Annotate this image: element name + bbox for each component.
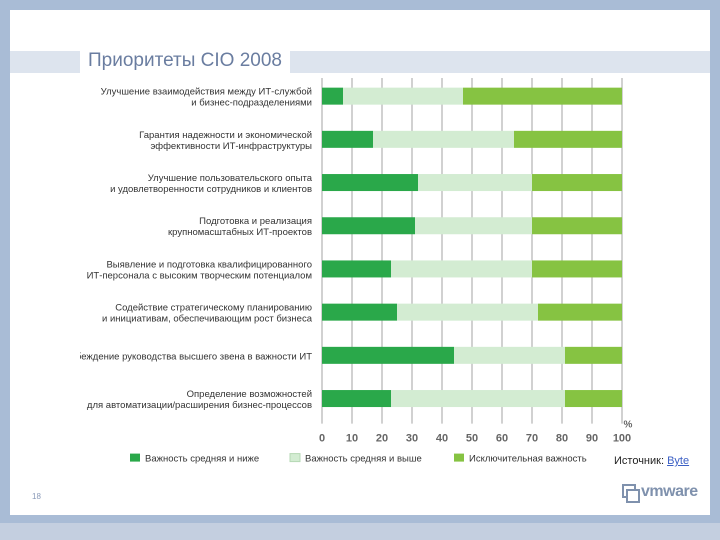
bottom-bar [0,523,720,540]
category-label: Определение возможностей [187,389,312,400]
category-label: Улучшение взаимодействия между ИТ-службо… [101,87,312,98]
bar [343,87,463,105]
grid-layer [321,78,623,424]
bar [397,303,538,321]
bar [322,260,391,278]
bar [565,346,622,364]
x-tick-label: 70 [526,433,538,445]
x-tick-label: 50 [466,433,478,445]
bar [391,390,565,408]
x-tick-label: 60 [496,433,508,445]
bar [532,217,622,235]
source-link[interactable]: Byte [667,455,690,467]
bar [322,130,373,148]
bar [463,87,622,105]
bar [322,174,418,192]
bar [322,87,343,105]
legend-swatch [130,453,140,462]
category-label: и бизнес-подразделениями [191,98,312,109]
bar [322,303,397,321]
bar-layer [322,87,622,408]
bar [322,346,454,364]
category-label: для автоматизации/расширения бизнес-проц… [87,400,312,411]
category-label: крупномасштабных ИТ-проектов [168,227,312,238]
legend-label: Важность средняя и выше [305,454,422,465]
x-tick-label: 100 [613,433,631,445]
logo-square-front [626,489,640,503]
logo-wordmark: vmware [641,483,698,500]
bar [532,174,622,192]
x-tick-label: 0 [319,433,325,445]
bar [538,303,622,321]
category-label: Убеждение руководства высшего звена в ва… [80,351,312,362]
category-label: Выявление и подготовка квалифицированног… [106,259,312,270]
legend-label: Важность средняя и ниже [145,454,259,465]
bar [373,130,514,148]
category-label: Подготовка и реализация [199,216,312,227]
vmware-logo: vmware [622,482,698,504]
x-unit-label: % [624,420,633,431]
category-label: Гарантия надежности и экономической [139,130,312,141]
category-label-layer: Улучшение взаимодействия между ИТ-службо… [80,87,313,411]
category-label: Улучшение пользовательского опыта [148,173,313,184]
page-number: 18 [32,492,41,501]
bar [565,390,622,408]
bar [514,130,622,148]
legend-swatch [454,453,464,462]
category-label: и удовлетворенности сотрудников и клиент… [110,184,312,195]
legend-swatch [289,453,301,463]
x-axis: 0 10 20 30 40 50 60 70 80 90 100% [319,420,633,445]
bar [322,390,391,408]
category-label: Содействие стратегическому планированию [115,303,312,314]
x-tick-label: 30 [406,433,418,445]
x-tick-label: 90 [586,433,598,445]
x-tick-label: 40 [436,433,448,445]
bar [322,217,415,235]
category-label: ИТ-персонала с высоким творческим потенц… [87,270,312,281]
legend: Важность средняя и ниже Важность средняя … [130,453,587,465]
bar [418,174,532,192]
category-label: эффективности ИТ-инфраструктуры [150,141,312,152]
x-tick-label: 10 [346,433,358,445]
source-label: Источник: [614,455,668,467]
bar [532,260,622,278]
source-note: Источник: Byte [614,455,689,467]
bar [415,217,532,235]
category-label: и инициативам, обеспечивающим рост бизне… [102,314,313,325]
slide-title: Приоритеты CIO 2008 [80,49,290,73]
bar [391,260,532,278]
x-tick-label: 20 [376,433,388,445]
priorities-chart: Улучшение взаимодействия между ИТ-службо… [80,78,633,465]
bar [454,346,565,364]
x-tick-label: 80 [556,433,568,445]
legend-label: Исключительная важность [469,454,587,465]
